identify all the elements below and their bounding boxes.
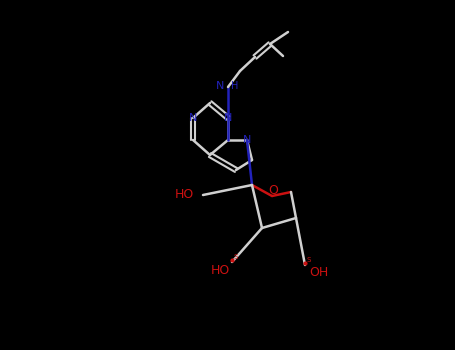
Text: S: S: [307, 257, 311, 263]
Text: H: H: [231, 81, 238, 91]
Text: N: N: [189, 113, 197, 123]
Text: N: N: [243, 135, 251, 145]
Text: N: N: [216, 81, 224, 91]
Text: HO: HO: [210, 265, 230, 278]
Text: O: O: [268, 183, 278, 196]
Text: OH: OH: [309, 266, 329, 280]
Text: S: S: [234, 254, 238, 260]
Text: HO: HO: [175, 189, 194, 202]
Text: N: N: [224, 113, 232, 123]
